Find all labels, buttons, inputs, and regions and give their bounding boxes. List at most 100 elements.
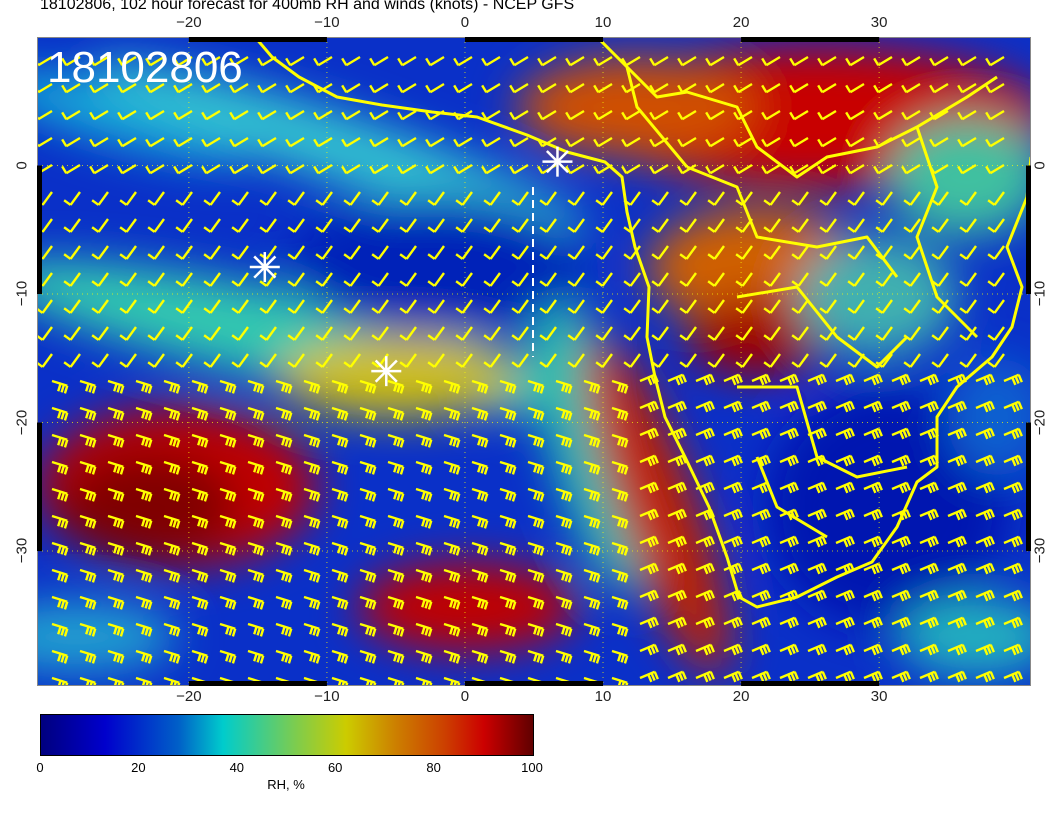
wind-barb <box>761 109 781 121</box>
wind-barb <box>191 595 209 610</box>
wind-barb <box>331 595 349 610</box>
wind-barb <box>359 595 377 610</box>
wind-barb <box>499 676 517 686</box>
wind-barb <box>779 562 799 575</box>
wind-barb <box>779 508 799 521</box>
wind-barb <box>191 460 209 475</box>
wind-barb <box>705 82 725 94</box>
wind-barb <box>509 136 529 148</box>
wind-barb <box>919 562 939 575</box>
wind-barb <box>623 326 641 341</box>
wind-barb <box>707 218 725 233</box>
wind-barb <box>623 272 641 287</box>
top-lon-tick: 0 <box>460 14 470 31</box>
wind-barb <box>203 245 221 260</box>
wind-barb <box>219 487 237 502</box>
wind-barb <box>779 427 799 440</box>
wind-barb <box>975 373 995 386</box>
wind-barb <box>425 109 445 121</box>
wind-barb <box>985 109 1005 121</box>
wind-barb <box>145 55 165 67</box>
wind-barb <box>107 676 125 686</box>
wind-barb <box>359 487 377 502</box>
wind-barb <box>397 82 417 94</box>
wind-barb <box>595 353 613 368</box>
wind-barb <box>287 191 305 206</box>
wind-barb <box>957 82 977 94</box>
wind-barb <box>511 218 529 233</box>
wind-barb <box>341 55 361 67</box>
wind-barb <box>987 245 1005 260</box>
wind-barb <box>91 191 109 206</box>
wind-barb <box>611 514 629 529</box>
wind-barb <box>817 109 837 121</box>
wind-barb <box>611 406 629 421</box>
wind-barb <box>219 676 237 686</box>
wind-barb <box>231 218 249 233</box>
wind-barb <box>1003 508 1023 521</box>
wind-barb <box>723 373 743 386</box>
wind-barb <box>359 406 377 421</box>
wind-barb <box>231 245 249 260</box>
wind-barb <box>779 589 799 602</box>
wind-barb <box>919 454 939 467</box>
star-marker <box>542 146 573 177</box>
wind-barb <box>499 568 517 583</box>
wind-barb <box>135 487 153 502</box>
wind-barb <box>259 353 277 368</box>
wind-barb <box>733 136 753 148</box>
wind-barb <box>247 595 265 610</box>
wind-barb <box>51 676 69 686</box>
wind-barb <box>91 272 109 287</box>
wind-barb <box>285 82 305 94</box>
wind-barb <box>987 218 1005 233</box>
wind-barb <box>51 622 69 637</box>
wind-barb <box>651 191 669 206</box>
wind-barb <box>247 622 265 637</box>
wind-barb <box>427 353 445 368</box>
wind-barb <box>247 676 265 686</box>
wind-barb <box>667 400 687 413</box>
wind-barb <box>499 406 517 421</box>
wind-barb <box>707 272 725 287</box>
wind-barb <box>387 379 405 394</box>
wind-barb <box>275 568 293 583</box>
wind-barb <box>219 595 237 610</box>
wind-barb <box>975 400 995 413</box>
top-lon-tick: −20 <box>176 14 202 31</box>
wind-barb <box>919 616 939 629</box>
wind-barb <box>483 218 501 233</box>
wind-barb <box>331 487 349 502</box>
wind-barb <box>733 109 753 121</box>
wind-barb <box>679 218 697 233</box>
wind-barb <box>639 589 659 602</box>
wind-barb <box>639 454 659 467</box>
wind-barb <box>583 649 601 664</box>
wind-barb <box>275 595 293 610</box>
wind-barb <box>231 326 249 341</box>
wind-barb <box>583 676 601 686</box>
wind-barb <box>751 454 771 467</box>
wind-barb <box>191 487 209 502</box>
wind-barb <box>947 400 967 413</box>
wind-barb <box>275 433 293 448</box>
wind-barb <box>735 191 753 206</box>
wind-barb <box>443 514 461 529</box>
right-lat-tick: −10 <box>1031 280 1049 307</box>
markers <box>249 146 573 387</box>
wind-barb <box>847 272 865 287</box>
wind-barb <box>593 163 613 175</box>
wind-barb <box>919 400 939 413</box>
wind-barb <box>247 460 265 475</box>
wind-barb <box>667 508 687 521</box>
wind-barb <box>163 622 181 637</box>
wind-barb <box>315 218 333 233</box>
wind-barb <box>555 568 573 583</box>
wind-barb <box>91 218 109 233</box>
wind-barb <box>679 353 697 368</box>
wind-barb <box>695 589 715 602</box>
wind-barb <box>959 245 977 260</box>
wind-barb <box>863 562 883 575</box>
wind-barb <box>61 82 81 94</box>
wind-barb <box>359 676 377 686</box>
